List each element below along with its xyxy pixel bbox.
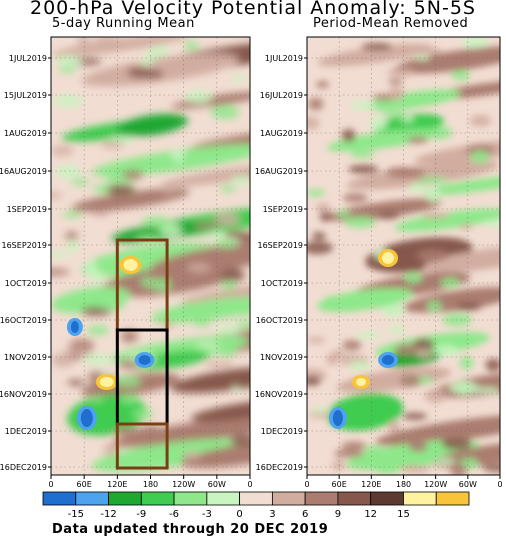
y-tick-label: 16AUG2019: [255, 167, 303, 176]
x-tick-label: 120E: [361, 480, 381, 489]
y-tick-label: 16SEP2019: [258, 241, 304, 250]
x-tick-label: 120W: [172, 480, 195, 489]
colorbar-swatch: [239, 491, 273, 506]
anomaly-core: [138, 355, 151, 365]
y-tick-label: 1DEC2019: [5, 427, 47, 436]
colorbar-swatch: [271, 491, 306, 506]
x-tick-label: 0: [247, 480, 252, 489]
colorbar-swatch: [75, 491, 109, 506]
anomaly-core: [332, 410, 343, 426]
grid: [307, 37, 500, 475]
x-tick-label: 0: [304, 480, 309, 489]
colorbar-swatch: [173, 491, 208, 506]
anomaly-core: [382, 252, 395, 264]
y-tick-label: 16DEC2019: [256, 463, 303, 472]
x-tick-label: 60W: [208, 480, 226, 489]
colorbar-label: -12: [100, 509, 116, 520]
y-tick-label: 16NOV2019: [255, 390, 303, 399]
x-tick-label: 0: [48, 480, 53, 489]
x-tick-label: 60E: [332, 480, 347, 489]
y-tick-label: 1SEP2019: [7, 205, 47, 214]
anomaly-core: [99, 377, 114, 387]
x-tick-label: 120W: [424, 480, 447, 489]
colorbar-label: 12: [364, 509, 377, 520]
index-boxes: [115, 238, 169, 470]
y-tick-label: 1JUL2019: [265, 54, 303, 63]
colorbar-label: -9: [136, 509, 146, 520]
y-tick-label: 1SEP2019: [263, 205, 303, 214]
colorbar-swatch: [206, 491, 241, 506]
x-tick-label: 120E: [107, 480, 127, 489]
colorbar-swatch: [370, 491, 404, 506]
y-tick-label: 1NOV2019: [4, 353, 47, 362]
colorbar-label: 9: [335, 509, 341, 520]
colorbar-label: 15: [397, 509, 410, 520]
index-box-3: [115, 422, 169, 470]
y-tick-label: 1AUG2019: [260, 129, 303, 138]
y-tick-label: 16OCT2019: [0, 316, 47, 325]
colorbar-label: -6: [169, 509, 179, 520]
x-tick-label: 60E: [77, 480, 92, 489]
chart-title: 200-hPa Velocity Potential Anomaly: 5N-5…: [29, 0, 476, 19]
y-tick-label: 1JUL2019: [9, 54, 47, 63]
colorbar-swatch: [108, 491, 142, 506]
right-panel-subtitle: Period-Mean Removed: [313, 16, 469, 31]
y-tick-label: 16OCT2019: [256, 316, 303, 325]
anomaly-core: [356, 378, 367, 386]
x-tick-label: 180: [396, 480, 411, 489]
colorbar-label: 6: [302, 509, 308, 520]
colorbar-label: 3: [269, 509, 275, 520]
y-tick-label: 1DEC2019: [261, 427, 303, 436]
right-panel: 1JUL2019 16JUL2019 1AUG2019 16AUG2019 1SEP20…: [255, 36, 503, 489]
colorbar-swatch: [435, 491, 470, 506]
y-tick-label: 1AUG2019: [4, 129, 47, 138]
anomaly-field: [307, 37, 500, 475]
data-updated-note: Data updated through 20 DEC 2019: [52, 522, 329, 537]
anomaly-core: [80, 409, 93, 427]
y-tick-label: 16JUL2019: [260, 91, 303, 100]
left-panel: 1JUL2019 15JUL2019 1AUG2019 16AUG2019 1SEP20…: [0, 36, 253, 489]
colorbar-swatch: [42, 491, 77, 506]
left-panel-subtitle: 5-day Running Mean: [52, 16, 195, 31]
anomaly-core: [70, 321, 79, 333]
y-tick-label: 1OCT2019: [261, 279, 303, 288]
colorbar-label: -3: [202, 509, 212, 520]
y-tick-label: 16DEC2019: [0, 463, 47, 472]
y-tick-label: 15JUL2019: [4, 91, 47, 100]
y-tick-label: 16SEP2019: [2, 241, 48, 250]
y-tick-label: 1OCT2019: [5, 279, 47, 288]
colorbar-swatch: [337, 491, 372, 506]
y-tick-label: 16AUG2019: [0, 167, 47, 176]
colorbar-swatch: [140, 491, 175, 506]
anomaly-core: [382, 355, 395, 365]
colorbar-label: -15: [68, 509, 84, 520]
anomaly-core: [123, 259, 138, 271]
y-tick-label: 16NOV2019: [0, 390, 47, 399]
colorbar-label: 0: [236, 509, 242, 520]
y-tick-label: 1NOV2019: [260, 353, 303, 362]
colorbar: -15 -12 -9 -6 -3 0 3 6 9 12 15: [42, 491, 470, 520]
x-tick-label: 180: [143, 480, 158, 489]
colorbar-swatch: [304, 491, 339, 506]
x-tick-label: 0: [497, 480, 502, 489]
x-tick-label: 60W: [459, 480, 477, 489]
colorbar-swatch: [403, 491, 437, 506]
